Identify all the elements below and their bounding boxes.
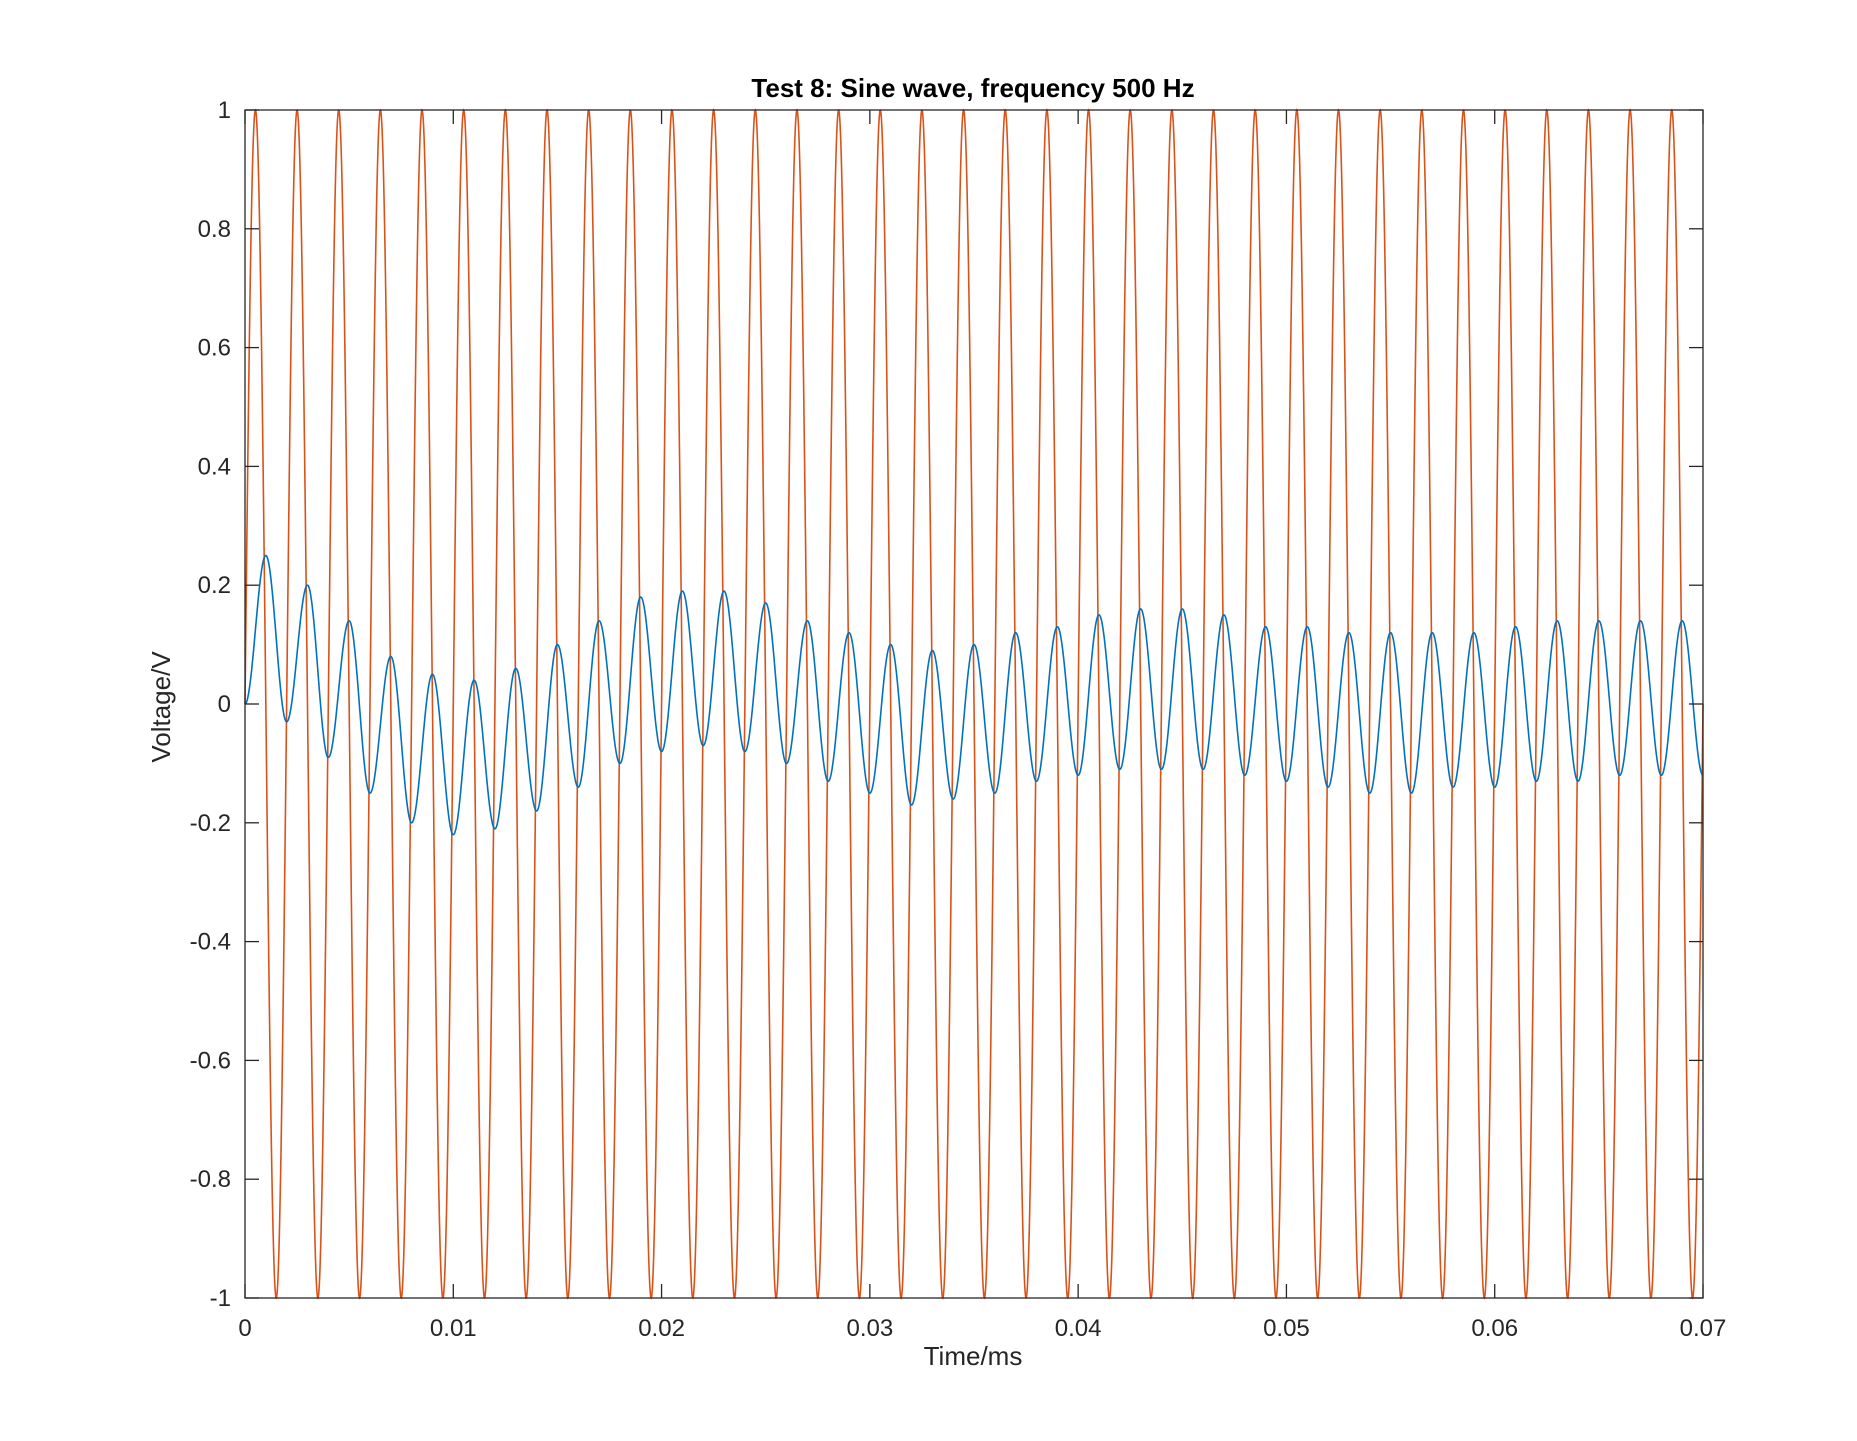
- y-axis: -1 -0.8 -0.6 -0.4 -0.2 0 0.2 0.4 0.6 0.8 1: [190, 97, 1703, 1312]
- y-tick-label: -0.6: [190, 1047, 231, 1074]
- x-tick-label: 0.03: [846, 1315, 893, 1342]
- x-tick-label: 0: [238, 1315, 251, 1342]
- y-tick-label: 0.6: [198, 335, 231, 362]
- y-tick-label: 0: [218, 691, 231, 718]
- y-tick-label: 1: [218, 97, 231, 124]
- y-tick-label: -1: [210, 1285, 231, 1312]
- y-tick-label: -0.2: [190, 810, 231, 837]
- x-axis: 0 0.01 0.02 0.03 0.04 0.05 0.06 0.07: [238, 110, 1726, 1342]
- x-axis-label: Time/ms: [924, 1341, 1023, 1371]
- series-line-blue: [244, 554, 1704, 836]
- x-tick-label: 0.06: [1471, 1315, 1518, 1342]
- y-tick-label: 0.2: [198, 572, 231, 599]
- y-tick-label: -0.4: [190, 929, 231, 956]
- y-tick-label: -0.8: [190, 1166, 231, 1193]
- series-line-orange: [244, 108, 1704, 1300]
- chart-title: Test 8: Sine wave, frequency 500 Hz: [751, 73, 1194, 103]
- x-tick-label: 0.04: [1055, 1315, 1102, 1342]
- x-tick-label: 0.01: [430, 1315, 477, 1342]
- y-tick-label: 0.4: [198, 453, 231, 480]
- y-tick-label: 0.8: [198, 216, 231, 243]
- x-tick-label: 0.02: [638, 1315, 685, 1342]
- plot-area: [244, 108, 1704, 1300]
- x-tick-label: 0.07: [1680, 1315, 1727, 1342]
- y-axis-label: Voltage/V: [146, 651, 176, 763]
- x-tick-label: 0.05: [1263, 1315, 1310, 1342]
